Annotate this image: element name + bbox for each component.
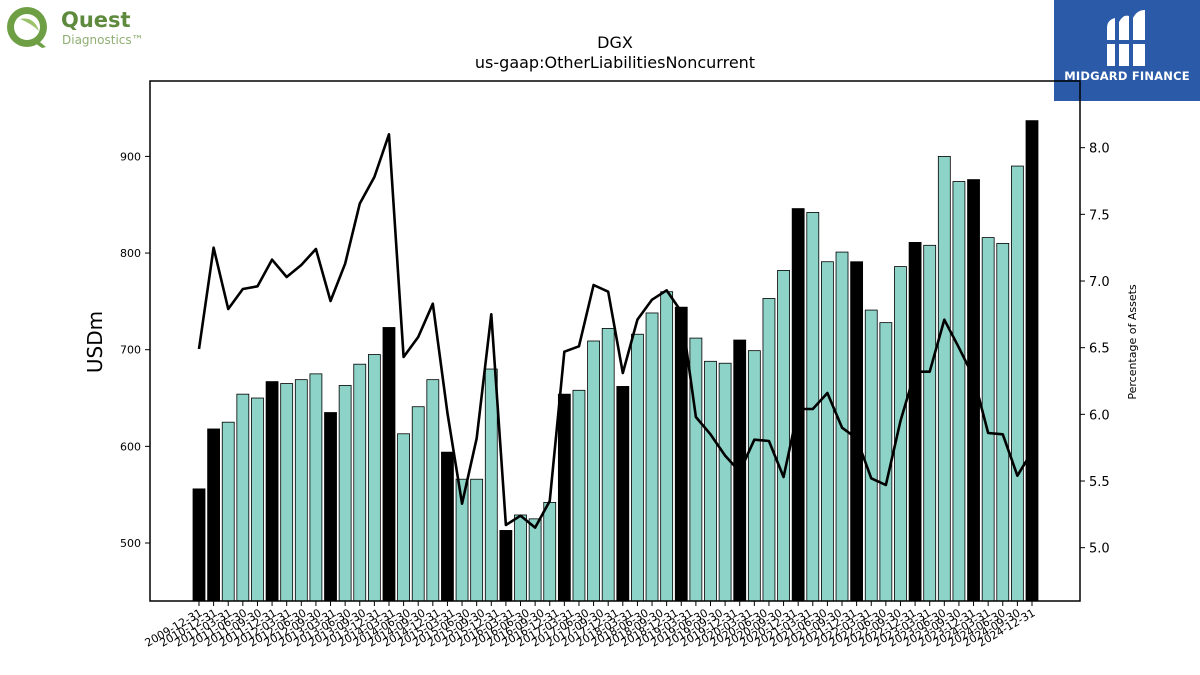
bar bbox=[382, 327, 396, 602]
chart-subtitle: us-gaap:OtherLiabilitiesNoncurrent bbox=[475, 53, 755, 72]
bar bbox=[353, 363, 367, 602]
logo-name: Quest bbox=[61, 8, 131, 32]
y-tick-label: 600 bbox=[120, 440, 141, 453]
bar bbox=[616, 386, 630, 602]
bar bbox=[1010, 165, 1024, 602]
bar bbox=[937, 155, 951, 602]
bar bbox=[426, 379, 440, 602]
y2-tick-label: 6.5 bbox=[1089, 342, 1110, 357]
quest-diagnostics-logo: Quest Diagnostics™ bbox=[4, 4, 174, 52]
bar bbox=[265, 381, 279, 602]
chart-title: DGX bbox=[597, 33, 633, 52]
y2-tick-label: 6.0 bbox=[1089, 408, 1110, 423]
bar bbox=[294, 379, 308, 602]
bar bbox=[645, 312, 659, 602]
bar bbox=[850, 261, 864, 602]
midgard-finance-logo: MIDGARD FINANCE bbox=[1054, 0, 1200, 101]
bar bbox=[338, 385, 352, 602]
bar bbox=[499, 530, 513, 602]
bar bbox=[236, 393, 250, 602]
bar bbox=[821, 261, 834, 602]
bar bbox=[864, 309, 878, 602]
y-tick-label: 700 bbox=[120, 344, 141, 357]
y-axis-label: USDm bbox=[83, 311, 107, 373]
y2-tick-label: 5.5 bbox=[1089, 475, 1110, 490]
bar bbox=[397, 433, 410, 602]
bar bbox=[207, 428, 220, 602]
percentage-line bbox=[197, 133, 1034, 529]
quest-logo-icon bbox=[7, 7, 47, 48]
bar bbox=[718, 362, 732, 602]
bar bbox=[441, 451, 454, 602]
y-tick-label: 800 bbox=[120, 247, 141, 260]
logo-brand-name: MIDGARD FINANCE bbox=[1064, 69, 1190, 83]
bar bbox=[514, 514, 527, 602]
bar bbox=[411, 406, 425, 602]
bar bbox=[324, 412, 337, 602]
bar bbox=[747, 350, 761, 602]
bar bbox=[470, 478, 484, 602]
y2-tick-label: 8.0 bbox=[1089, 142, 1110, 157]
bar bbox=[528, 518, 542, 602]
bar bbox=[923, 244, 937, 602]
bar bbox=[660, 291, 674, 602]
bar bbox=[367, 354, 381, 602]
logo-subtitle: Diagnostics™ bbox=[62, 33, 144, 47]
bar bbox=[557, 393, 571, 602]
bar bbox=[484, 368, 498, 602]
bar bbox=[280, 383, 294, 602]
bar bbox=[631, 333, 644, 602]
y2-tick-label: 7.0 bbox=[1089, 275, 1110, 290]
y-tick-label: 500 bbox=[120, 537, 141, 550]
bar bbox=[704, 360, 717, 602]
y2-tick-label: 5.0 bbox=[1089, 542, 1110, 557]
y2-tick-label: 7.5 bbox=[1089, 208, 1110, 223]
bar bbox=[952, 181, 966, 602]
bar bbox=[1025, 120, 1039, 602]
bar bbox=[777, 270, 790, 602]
bar bbox=[806, 212, 820, 602]
axes: 5006007008009005.05.56.06.57.07.58.02009… bbox=[120, 80, 1110, 650]
bar bbox=[601, 328, 615, 602]
line-series bbox=[197, 133, 1034, 529]
bar bbox=[221, 421, 235, 602]
bar bbox=[309, 373, 323, 602]
plot-frame bbox=[149, 80, 1081, 602]
midgard-emblem-icon bbox=[1105, 10, 1149, 67]
bar bbox=[251, 397, 264, 602]
bar bbox=[791, 208, 805, 602]
y-tick-label: 900 bbox=[120, 150, 141, 163]
bar-series bbox=[192, 120, 1039, 602]
bar bbox=[996, 242, 1010, 602]
bar bbox=[192, 488, 206, 602]
bar bbox=[572, 389, 586, 602]
bar bbox=[543, 502, 557, 602]
bar bbox=[908, 242, 922, 602]
y2-axis-label: Percentage of Assets bbox=[1126, 284, 1139, 400]
bar bbox=[587, 340, 600, 602]
